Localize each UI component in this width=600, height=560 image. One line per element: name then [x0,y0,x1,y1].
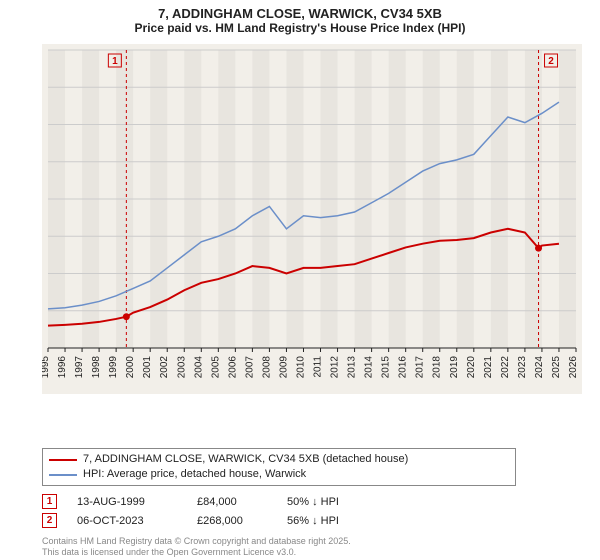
svg-text:2013: 2013 [347,356,358,379]
marker-box-1: 1 [42,494,57,509]
legend-row-1: 7, ADDINGHAM CLOSE, WARWICK, CV34 5XB (d… [49,452,509,467]
legend-row-2: HPI: Average price, detached house, Warw… [49,467,509,482]
marker-price-2: £268,000 [197,515,267,527]
svg-text:1997: 1997 [74,356,85,379]
svg-text:1998: 1998 [91,356,102,379]
svg-text:1999: 1999 [108,356,119,379]
marker-row-2: 2 06-OCT-2023 £268,000 56% ↓ HPI [42,513,339,528]
title-subtitle: Price paid vs. HM Land Registry's House … [0,21,600,35]
svg-text:2021: 2021 [483,356,494,379]
svg-text:2008: 2008 [261,356,272,379]
svg-text:1: 1 [112,56,118,67]
marker-price-1: £84,000 [197,496,267,508]
svg-text:2005: 2005 [210,356,221,379]
marker-delta-1: 50% ↓ HPI [287,496,339,508]
svg-text:2003: 2003 [176,356,187,379]
chart-container: 7, ADDINGHAM CLOSE, WARWICK, CV34 5XB Pr… [0,0,600,560]
marker-box-2: 2 [42,513,57,528]
svg-text:1995: 1995 [42,356,51,379]
svg-text:2016: 2016 [398,356,409,379]
legend: 7, ADDINGHAM CLOSE, WARWICK, CV34 5XB (d… [42,448,516,486]
svg-text:2012: 2012 [330,356,341,379]
marker-delta-2: 56% ↓ HPI [287,515,339,527]
svg-text:2002: 2002 [159,356,170,379]
svg-text:2: 2 [548,56,554,67]
svg-text:2010: 2010 [295,356,306,379]
svg-text:2004: 2004 [193,356,204,379]
svg-text:2022: 2022 [500,356,511,379]
footer: Contains HM Land Registry data © Crown c… [42,536,351,558]
footer-line-2: This data is licensed under the Open Gov… [42,547,351,558]
svg-text:2026: 2026 [568,356,579,379]
svg-text:2006: 2006 [227,356,238,379]
svg-text:2025: 2025 [551,356,562,379]
svg-text:2009: 2009 [278,356,289,379]
svg-text:2023: 2023 [517,356,528,379]
svg-text:2007: 2007 [244,356,255,379]
legend-swatch-2 [49,474,77,476]
svg-text:2017: 2017 [415,356,426,379]
legend-label-1: 7, ADDINGHAM CLOSE, WARWICK, CV34 5XB (d… [83,452,408,467]
svg-text:1996: 1996 [57,356,68,379]
svg-text:2011: 2011 [313,356,324,378]
line-chart: £0£100K£200K£300K£400K£500K£600K£700K£80… [42,44,582,394]
title-block: 7, ADDINGHAM CLOSE, WARWICK, CV34 5XB Pr… [0,0,600,37]
legend-label-2: HPI: Average price, detached house, Warw… [83,467,306,482]
footer-line-1: Contains HM Land Registry data © Crown c… [42,536,351,547]
svg-text:2020: 2020 [466,356,477,379]
marker-row-1: 1 13-AUG-1999 £84,000 50% ↓ HPI [42,494,339,509]
svg-text:2024: 2024 [534,356,545,379]
svg-text:2014: 2014 [364,356,375,379]
marker-date-1: 13-AUG-1999 [77,496,177,508]
title-address: 7, ADDINGHAM CLOSE, WARWICK, CV34 5XB [0,6,600,21]
svg-text:2018: 2018 [432,356,443,379]
marker-date-2: 06-OCT-2023 [77,515,177,527]
svg-text:2000: 2000 [125,356,136,379]
legend-swatch-1 [49,459,77,461]
svg-text:2015: 2015 [381,356,392,379]
svg-text:2001: 2001 [142,356,153,379]
svg-text:2019: 2019 [449,356,460,379]
